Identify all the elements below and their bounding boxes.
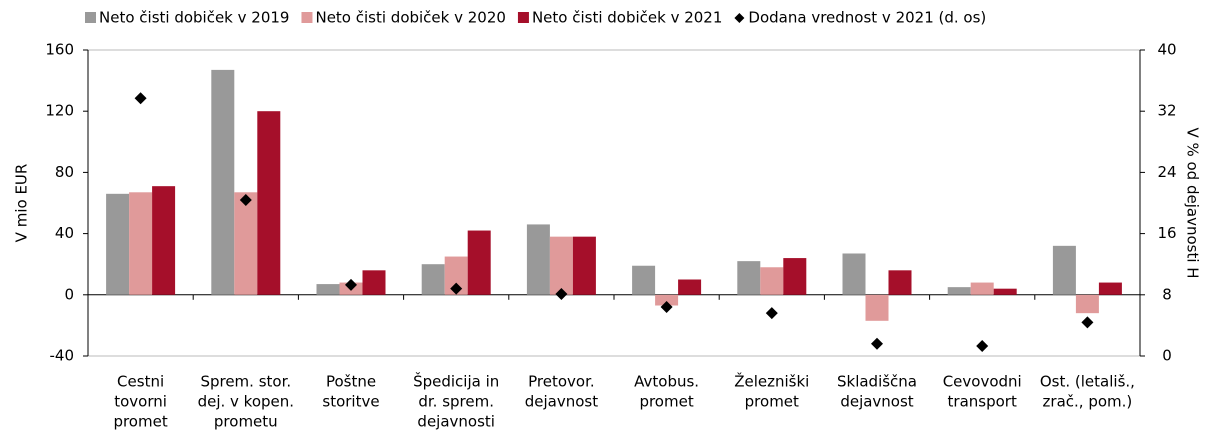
bar	[865, 294, 889, 321]
y-tick-label: 0	[64, 285, 74, 303]
x-tick-label: Sprem. stor.	[200, 373, 291, 391]
bar	[947, 287, 971, 295]
x-tick-label: dej. v kopen.	[198, 393, 294, 411]
bar	[467, 230, 491, 295]
diamond-marker	[976, 340, 989, 353]
bar	[257, 111, 281, 295]
bar	[1098, 282, 1122, 295]
legend-label: Neto čisti dobiček v 2020	[315, 9, 505, 27]
bar	[888, 270, 912, 295]
bar	[572, 236, 596, 295]
x-tick-label: promet	[113, 413, 167, 431]
diamond-marker	[871, 337, 883, 350]
legend-label: Neto čisti dobiček v 2021	[532, 9, 722, 27]
diamond-marker	[660, 301, 673, 314]
bar	[444, 256, 468, 295]
y2-tick-label: 0	[1162, 347, 1172, 365]
bar	[1075, 294, 1099, 314]
x-tick-label: Avtobus.	[634, 373, 699, 391]
x-tick-label: dejavnosti	[417, 413, 495, 431]
bar	[632, 265, 656, 295]
bar	[993, 288, 1017, 295]
x-tick-label: dejavnost	[525, 393, 598, 411]
bar	[316, 284, 340, 295]
bar	[106, 193, 130, 295]
x-tick-label: transport	[948, 393, 1017, 411]
y-axis-label: V mio EUR	[13, 164, 31, 243]
y2-tick-label: 24	[1157, 163, 1176, 181]
x-tick-label: dr. sprem.	[418, 393, 494, 411]
legend-marker	[301, 12, 313, 23]
bar	[970, 282, 994, 295]
x-tick-label: Špedicija in	[413, 372, 499, 391]
bar	[152, 186, 176, 295]
legend-marker	[734, 13, 745, 23]
bar	[760, 267, 784, 295]
diamond-marker	[555, 288, 568, 301]
x-tick-label: Ost. (letališ.,	[1040, 373, 1135, 391]
x-tick-label: promet	[745, 393, 799, 411]
y2-tick-label: 8	[1162, 285, 1172, 303]
diamond-marker	[450, 282, 463, 295]
bar	[211, 69, 235, 295]
y-tick-label: -40	[50, 347, 75, 365]
bar	[737, 261, 761, 295]
bar	[842, 253, 866, 295]
y2-tick-label: 40	[1157, 41, 1176, 59]
x-tick-label: Cestni	[117, 373, 164, 391]
legend-marker	[85, 12, 96, 23]
y2-axis-label: V % od dejavnosti H	[1184, 127, 1202, 278]
y-tick-label: 120	[45, 102, 74, 120]
bar	[421, 264, 445, 295]
x-tick-label: zrač., pom.)	[1043, 393, 1133, 411]
x-tick-label: dejavnost	[840, 393, 913, 411]
bar	[549, 236, 573, 295]
bar	[362, 270, 386, 295]
y-tick-label: 80	[55, 163, 74, 181]
diamond-marker	[134, 92, 147, 105]
diamond-marker	[765, 307, 778, 320]
x-tick-label: promet	[639, 393, 693, 411]
x-tick-label: Železniški	[734, 372, 809, 391]
x-tick-label: Skladiščna	[837, 373, 917, 391]
y2-tick-label: 16	[1157, 224, 1176, 242]
y2-tick-label: 32	[1157, 102, 1176, 120]
bar	[655, 294, 679, 306]
x-tick-label: Pretovor.	[528, 373, 595, 391]
bar	[1052, 245, 1076, 295]
x-tick-label: Poštne	[326, 373, 376, 391]
bar	[526, 224, 550, 295]
x-tick-label: tovorni	[114, 393, 167, 411]
legend-label: Neto čisti dobiček v 2019	[99, 9, 289, 27]
diamond-marker	[345, 278, 357, 291]
x-tick-label: Cevovodni	[943, 373, 1022, 391]
legend-label: Dodana vrednost v 2021 (d. os)	[748, 9, 986, 27]
diamond-marker	[239, 193, 252, 206]
bar	[234, 192, 258, 295]
x-tick-label: prometu	[214, 413, 278, 431]
y-tick-label: 160	[45, 41, 74, 59]
x-tick-label: storitve	[322, 393, 379, 411]
bar	[678, 279, 702, 295]
legend-marker	[517, 12, 529, 23]
y-tick-label: 40	[55, 224, 74, 242]
bar	[783, 258, 807, 295]
bar	[129, 192, 153, 295]
diamond-marker	[1081, 316, 1094, 329]
